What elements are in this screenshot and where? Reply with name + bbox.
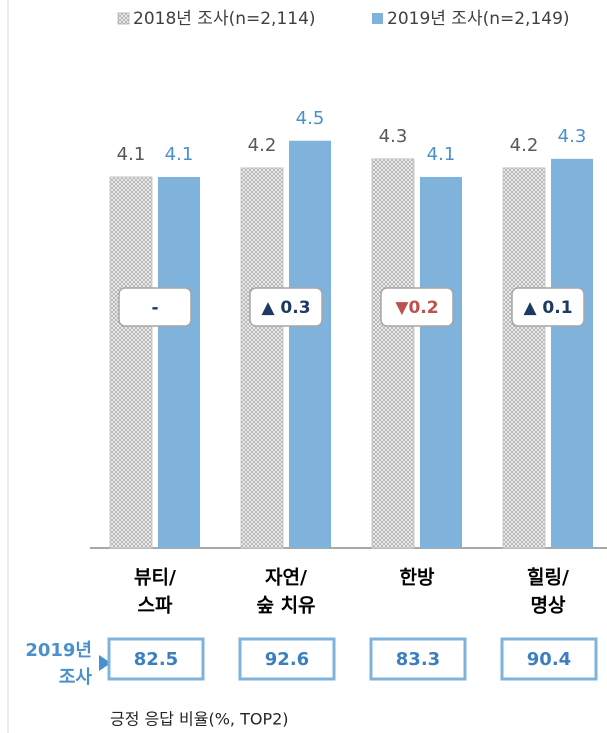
change-box [118, 287, 192, 327]
bar [371, 158, 415, 549]
value-label: 4.3 [558, 126, 587, 147]
category-label: 숲 치유 [256, 595, 315, 617]
legend-swatch [372, 13, 383, 24]
legend-label: 2019년 조사(n=2,149) [387, 9, 570, 29]
top2-value: 83.3 [396, 649, 440, 670]
change-box [249, 287, 323, 327]
legend-label: 2018년 조사(n=2,114) [133, 9, 316, 29]
caption: 긍정 응답 비율(%, TOP2) [110, 710, 289, 729]
change-label: ▲ 0.3 [261, 298, 310, 318]
category-label: 뷰티/ [134, 567, 176, 589]
bar [158, 176, 200, 548]
top2-box [500, 637, 598, 681]
top2-box [369, 637, 467, 681]
value-label: 4.1 [117, 144, 146, 165]
change-box [511, 287, 585, 327]
value-label: 4.2 [248, 135, 277, 156]
top2-value: 82.5 [134, 649, 178, 670]
legend-swatch [117, 12, 130, 25]
top2-value: 92.6 [265, 649, 309, 670]
value-label: 4.2 [510, 135, 539, 156]
top2-box [238, 637, 336, 681]
bar [289, 140, 331, 548]
change-label: - [151, 298, 158, 318]
arrow [99, 655, 111, 671]
bar [551, 158, 593, 548]
category-label: 자연/ [265, 567, 307, 589]
top2-label: 조사 [59, 667, 93, 688]
value-label: 4.1 [427, 144, 456, 165]
bar [109, 176, 153, 549]
top2-label: 2019년 [25, 640, 92, 661]
change-box [380, 287, 454, 327]
change-label: ▼0.2 [395, 298, 438, 318]
change-label: ▲ 0.1 [523, 298, 572, 318]
bar [240, 167, 284, 549]
value-label: 4.1 [165, 144, 194, 165]
bar [502, 167, 546, 549]
category-label: 명상 [531, 595, 566, 617]
category-label: 한방 [400, 567, 435, 589]
category-label: 스파 [138, 595, 173, 617]
bar [420, 176, 462, 548]
category-label: 힐링/ [527, 566, 569, 589]
value-label: 4.5 [296, 108, 325, 129]
top2-box [107, 637, 205, 681]
value-label: 4.3 [379, 126, 408, 147]
top2-value: 90.4 [527, 649, 571, 670]
